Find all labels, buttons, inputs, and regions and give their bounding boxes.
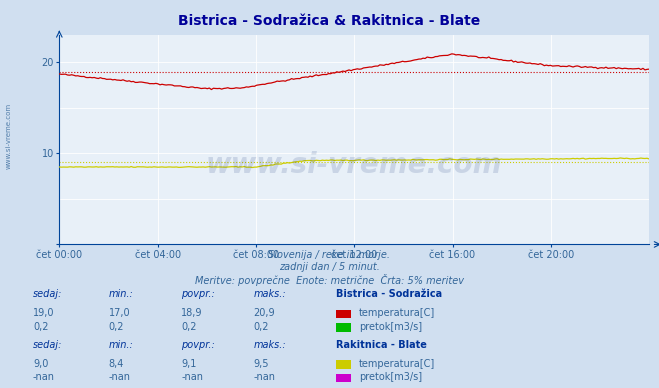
Text: temperatura[C]: temperatura[C] <box>359 359 436 369</box>
Text: www.si-vreme.com: www.si-vreme.com <box>5 103 12 169</box>
Text: 0,2: 0,2 <box>181 322 197 332</box>
Text: 8,4: 8,4 <box>109 359 124 369</box>
Text: sedaj:: sedaj: <box>33 340 63 350</box>
Text: 0,2: 0,2 <box>254 322 270 332</box>
Text: Bistrica - Sodražica & Rakitnica - Blate: Bistrica - Sodražica & Rakitnica - Blate <box>179 14 480 28</box>
Text: -nan: -nan <box>33 372 55 383</box>
Text: pretok[m3/s]: pretok[m3/s] <box>359 322 422 332</box>
Text: maks.:: maks.: <box>254 340 287 350</box>
Text: zadnji dan / 5 minut.: zadnji dan / 5 minut. <box>279 262 380 272</box>
Text: 9,5: 9,5 <box>254 359 270 369</box>
Text: sedaj:: sedaj: <box>33 289 63 299</box>
Text: povpr.:: povpr.: <box>181 289 215 299</box>
Text: 17,0: 17,0 <box>109 308 130 319</box>
Text: -nan: -nan <box>254 372 275 383</box>
Text: 9,0: 9,0 <box>33 359 48 369</box>
Text: 0,2: 0,2 <box>109 322 125 332</box>
Text: www.si-vreme.com: www.si-vreme.com <box>206 151 502 179</box>
Text: Slovenija / reke in morje.: Slovenija / reke in morje. <box>268 250 391 260</box>
Text: Rakitnica - Blate: Rakitnica - Blate <box>336 340 427 350</box>
Text: Bistrica - Sodražica: Bistrica - Sodražica <box>336 289 442 299</box>
Text: -nan: -nan <box>181 372 203 383</box>
Text: -nan: -nan <box>109 372 130 383</box>
Text: min.:: min.: <box>109 289 134 299</box>
Text: pretok[m3/s]: pretok[m3/s] <box>359 372 422 383</box>
Text: maks.:: maks.: <box>254 289 287 299</box>
Text: 9,1: 9,1 <box>181 359 196 369</box>
Text: 19,0: 19,0 <box>33 308 55 319</box>
Text: min.:: min.: <box>109 340 134 350</box>
Text: 18,9: 18,9 <box>181 308 203 319</box>
Text: 20,9: 20,9 <box>254 308 275 319</box>
Text: temperatura[C]: temperatura[C] <box>359 308 436 319</box>
Text: Meritve: povprečne  Enote: metrične  Črta: 5% meritev: Meritve: povprečne Enote: metrične Črta:… <box>195 274 464 286</box>
Text: 0,2: 0,2 <box>33 322 49 332</box>
Text: povpr.:: povpr.: <box>181 340 215 350</box>
